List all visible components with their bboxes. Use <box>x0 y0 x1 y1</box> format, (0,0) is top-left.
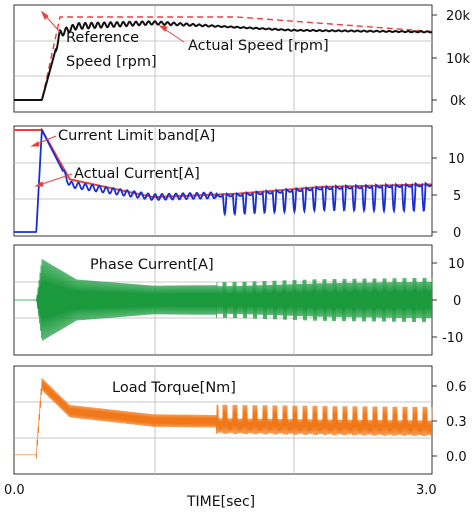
tick-label: 10 <box>448 257 465 272</box>
tick-label: 0.6 <box>446 380 467 395</box>
tick-label: 10 <box>448 152 465 167</box>
annotations: Reference Speed [rpm] Actual Speed [rpm]… <box>30 10 329 396</box>
panel-current-frame <box>13 125 433 237</box>
annotation-load-torque: Load Torque[Nm] <box>112 380 236 396</box>
annotation-reference: Reference <box>66 30 139 46</box>
tick-label: 0k <box>450 94 466 109</box>
arrowhead-actual-current <box>34 181 44 187</box>
series-load-torque <box>14 378 433 459</box>
plot-data <box>14 16 433 459</box>
x-tick-label-end: 3.0 <box>416 483 437 498</box>
annotation-actual-speed: Actual Speed [rpm] <box>188 38 329 54</box>
arrowhead-actual-speed <box>158 25 168 32</box>
annotation-phase-current: Phase Current[A] <box>90 257 214 273</box>
arrowhead-current-limit <box>30 141 40 147</box>
annotation-current-limit: Current Limit band[A] <box>58 128 215 144</box>
series-actual-speed <box>14 20 433 101</box>
tick-label: 0.0 <box>446 450 467 465</box>
right-tick-marks <box>432 14 437 457</box>
series-phase-current <box>14 259 433 341</box>
annotation-reference-speed: Speed [rpm] <box>66 54 157 70</box>
series-reference-speed <box>14 16 433 101</box>
series-actual-current <box>14 127 433 233</box>
tick-label: 10k <box>446 52 471 67</box>
tick-label: 0.3 <box>446 415 467 430</box>
annotation-actual-current: Actual Current[A] <box>74 166 200 182</box>
y-tick-labels: 20k 10k 0k 10 5 0 10 0 -10 0.6 0.3 0.0 <box>442 9 471 465</box>
arrowhead-reference <box>40 10 49 20</box>
x-tick-label-start: 0.0 <box>4 483 25 498</box>
grid-lines <box>14 5 432 474</box>
tick-label: 0 <box>453 226 461 241</box>
x-axis-label: TIME[sec] <box>186 494 255 510</box>
tick-label: -10 <box>442 331 463 346</box>
tick-label: 0 <box>453 294 461 309</box>
tick-label: 5 <box>453 189 461 204</box>
tick-label: 20k <box>446 9 471 24</box>
